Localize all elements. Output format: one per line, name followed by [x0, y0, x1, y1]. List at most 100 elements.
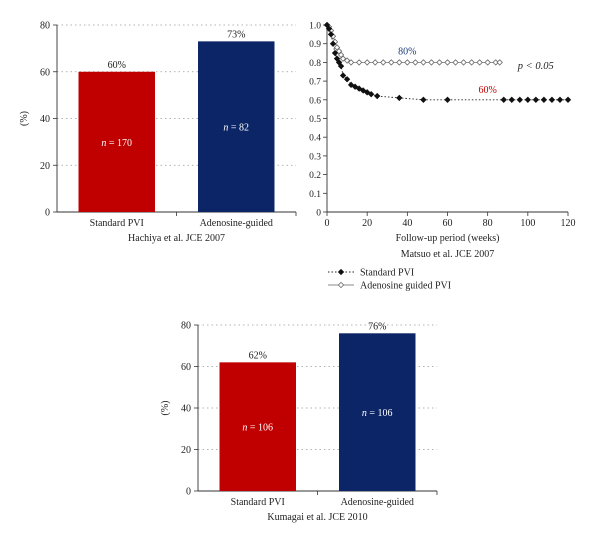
data-point [351, 83, 359, 90]
n-symbol: n [223, 123, 228, 134]
n-value: = 106 [247, 423, 273, 434]
data-point [484, 59, 491, 66]
data-point [347, 59, 355, 66]
data-point [460, 59, 467, 66]
data-point [327, 31, 335, 38]
x-tick-label: Adenosine-guided [341, 497, 414, 508]
bar-n-label: n = 170 [101, 138, 132, 149]
data-point [388, 59, 395, 66]
y-tick-label: 0 [45, 208, 50, 219]
x-axis-label: Follow-up period (weeks) [396, 233, 500, 244]
x-tick-label: Standard PVI [231, 497, 285, 508]
x-tick-label: Adenosine-guided [200, 218, 273, 229]
p-value-annotation: p < 0.05 [517, 61, 554, 72]
data-point [444, 59, 451, 66]
data-point [364, 89, 371, 96]
data-point [420, 96, 427, 103]
y-tick-label: 0.9 [309, 40, 321, 50]
n-value: = 106 [367, 408, 393, 419]
bar-n-label: n = 82 [223, 123, 249, 134]
data-point [359, 87, 367, 94]
data-point [380, 59, 387, 66]
data-point [347, 81, 355, 89]
x-tick-label: Standard PVI [90, 218, 144, 229]
data-point [476, 59, 483, 66]
x-tick-label: 100 [520, 218, 535, 229]
data-point [428, 59, 435, 66]
data-point [355, 59, 363, 66]
series-end-label: 60% [478, 85, 496, 96]
y-axis-label: (%) [19, 111, 30, 126]
bar-value-label: 60% [108, 60, 126, 71]
data-point [368, 91, 375, 98]
data-point [444, 96, 451, 103]
y-tick-label: 0.2 [309, 171, 321, 181]
n-value: = 82 [228, 123, 249, 134]
data-point [524, 96, 531, 103]
data-point [468, 59, 475, 66]
bar [198, 41, 275, 212]
data-point [339, 72, 347, 79]
bar-n-label: n = 106 [242, 423, 273, 434]
data-point [496, 59, 503, 66]
data-point [412, 59, 419, 66]
data-point [500, 96, 507, 103]
y-tick-label: 0.5 [309, 115, 321, 125]
data-point [556, 96, 564, 103]
data-point [540, 96, 548, 103]
bar-n-label: n = 106 [362, 408, 393, 419]
data-point [331, 49, 339, 57]
y-tick-label: 0.8 [309, 59, 321, 69]
x-tick-label: 80 [483, 218, 493, 229]
data-point [452, 59, 459, 66]
bar-value-label: 73% [227, 29, 245, 40]
x-tick-label: 0 [325, 218, 330, 229]
data-point [420, 59, 427, 66]
y-tick-label: 1.0 [309, 22, 321, 32]
survival-chart-matsuo: 0 0.1 0.2 0.3 0.4 0.5 0.6 0.7 0.8 0.9 1.0 0 20 40 60 80… [309, 22, 575, 292]
bar-value-label: 62% [249, 350, 267, 361]
data-point [339, 55, 347, 62]
data-point [364, 59, 371, 66]
chart-caption: Kumagai et al. JCE 2010 [267, 512, 367, 523]
legend-marker [337, 268, 345, 276]
data-point [396, 59, 403, 66]
x-tick-label: 120 [561, 218, 576, 229]
x-tick-label: 60 [443, 218, 453, 229]
bar [219, 362, 296, 491]
data-point [343, 76, 351, 83]
data-point [404, 59, 411, 66]
y-tick-label: 0 [316, 209, 321, 219]
data-point [355, 85, 363, 92]
bar [339, 333, 416, 491]
data-point [343, 57, 351, 64]
bar-chart-kumagai: 0 20 40 60 80 (%) 62% n = 106 Standard PVI 76% n =… [160, 321, 438, 523]
bar-chart-hachiya: 0 20 40 60 80 (%) 60% n = 170 Standard PVI 73% n =… [19, 21, 297, 244]
bar [78, 71, 155, 212]
data-point [325, 25, 333, 32]
n-symbol: n [101, 138, 106, 149]
y-tick-label: 60 [181, 362, 191, 373]
y-axis-label: (%) [160, 401, 171, 416]
data-point [548, 96, 556, 103]
data-point [329, 40, 337, 47]
data-point [532, 96, 540, 103]
chart-caption: Hachiya et al. JCE 2007 [128, 233, 225, 244]
y-tick-label: 0.4 [309, 134, 321, 144]
x-tick-label: 40 [402, 218, 412, 229]
y-tick-label: 60 [40, 67, 50, 78]
data-point [516, 96, 523, 103]
bar-value-label: 76% [368, 321, 386, 332]
y-tick-label: 0.3 [309, 152, 321, 162]
series-end-label: 80% [398, 46, 416, 57]
n-symbol: n [242, 423, 247, 434]
legend-marker [337, 281, 345, 289]
y-tick-label: 0.1 [309, 190, 321, 200]
data-point [396, 94, 403, 102]
y-tick-label: 0 [186, 487, 191, 498]
y-tick-label: 0.7 [309, 78, 321, 88]
y-tick-label: 20 [181, 445, 191, 456]
n-symbol: n [362, 408, 367, 419]
data-point [374, 92, 381, 100]
